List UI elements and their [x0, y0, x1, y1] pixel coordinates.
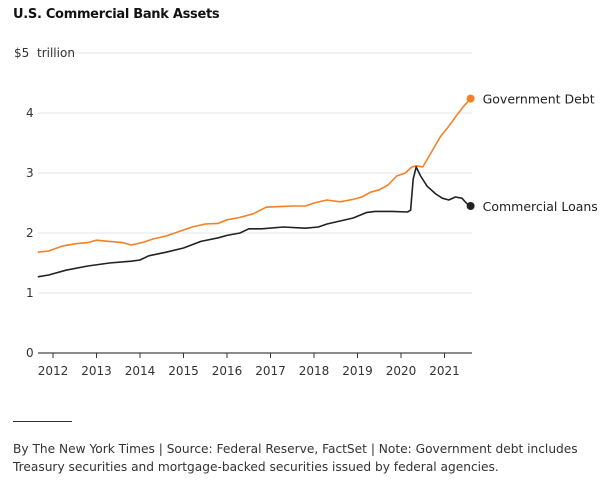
y-tick-label: $5: [14, 46, 29, 60]
series-end-dot: [466, 202, 475, 210]
x-tick-label: 2019: [342, 364, 373, 378]
series-end-dot: [466, 94, 475, 103]
x-tick-label: 2018: [299, 364, 330, 378]
series-label: Commercial Loans: [483, 199, 598, 214]
y-tick-label: 3: [26, 166, 34, 180]
divider: [13, 421, 72, 422]
x-tick-label: 2017: [255, 364, 286, 378]
y-axis-unit: trillion: [37, 46, 75, 60]
x-tick-label: 2021: [429, 364, 460, 378]
x-tick-label: 2015: [168, 364, 199, 378]
y-tick-label: 0: [26, 346, 34, 360]
x-tick-label: 2012: [38, 364, 69, 378]
y-tick-label: 2: [26, 226, 34, 240]
source-note: By The New York Times | Source: Federal …: [13, 442, 578, 474]
series-line: [37, 98, 472, 253]
x-tick-label: 2020: [386, 364, 417, 378]
x-tick-label: 2016: [212, 364, 243, 378]
x-tick-label: 2013: [81, 364, 112, 378]
y-tick-label: 1: [26, 286, 34, 300]
series-line: [37, 166, 472, 278]
y-tick-label: 4: [26, 106, 34, 120]
line-chart: 0 1 2 3 4 $5 trillion 2012 2013 2014 2015 2016 2017 2…: [14, 46, 598, 378]
series-label: Government Debt: [483, 92, 595, 107]
x-tick-label: 2014: [125, 364, 156, 378]
chart-title: U.S. Commercial Bank Assets: [13, 7, 220, 22]
